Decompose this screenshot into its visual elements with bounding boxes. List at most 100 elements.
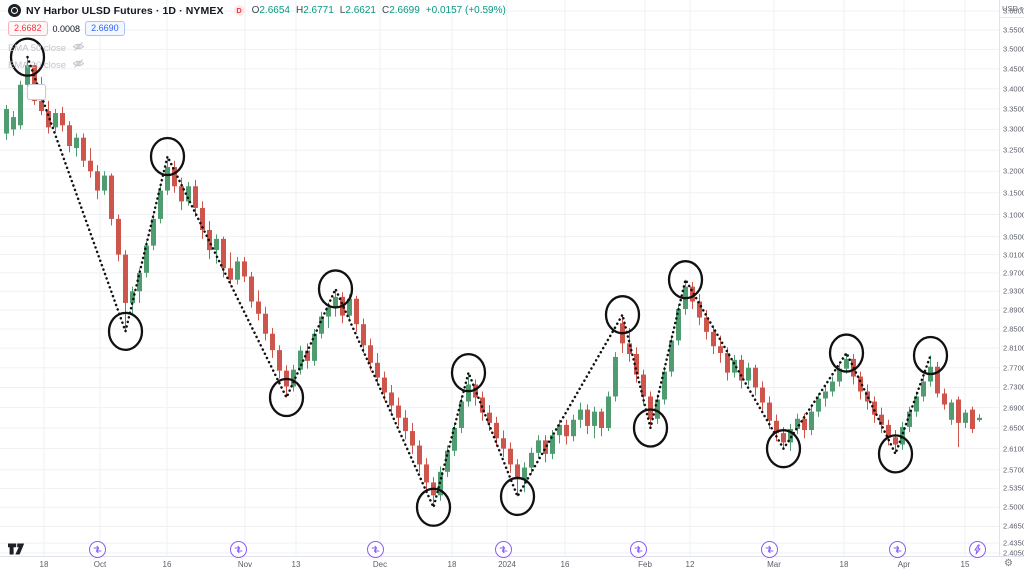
- time-axis-label: Nov: [237, 560, 253, 569]
- candle-body: [473, 384, 478, 398]
- price-axis-label: 3.4000: [1003, 84, 1024, 94]
- candle-body: [270, 333, 275, 351]
- pivot-circle-low[interactable]: [415, 487, 452, 527]
- candle-body: [158, 190, 163, 219]
- tradingview-logo[interactable]: [7, 541, 25, 561]
- contract-switch-marker-icon[interactable]: [366, 541, 384, 558]
- candle-body: [214, 238, 219, 251]
- candle-body: [564, 424, 569, 437]
- candle-body: [844, 358, 849, 369]
- candle-body: [718, 346, 723, 354]
- time-axis-label: Mar: [767, 560, 781, 569]
- drawing-anchor-box[interactable]: [27, 84, 46, 100]
- currency-selector[interactable]: USD ▾: [1000, 0, 1024, 18]
- eye-off-icon[interactable]: [72, 58, 85, 72]
- candle-body: [347, 298, 352, 316]
- time-axis-label: 18: [839, 560, 849, 569]
- contract-switch-marker-icon[interactable]: [888, 541, 906, 558]
- candle-body: [676, 309, 681, 341]
- candle-body: [585, 409, 590, 426]
- symbol-title[interactable]: NY Harbor ULSD Futures · 1D · NYMEX: [26, 4, 224, 17]
- price-chart-pane[interactable]: [0, 0, 999, 556]
- price-axis[interactable]: USD ▾ 3.6000 3.5500 3.5000 3.4500 3.4000 3.350…: [999, 0, 1024, 558]
- eye-off-icon[interactable]: [72, 41, 85, 55]
- spread-value: 0.0008: [52, 23, 81, 34]
- time-axis-label: Oct: [93, 560, 107, 569]
- candle-body: [74, 137, 79, 149]
- candle-body: [11, 117, 16, 130]
- pivot-circle-high[interactable]: [317, 269, 354, 309]
- time-axis[interactable]: 18 Oct 16 Nov 13 Dec 18 2024 16 Feb 12 Mar 18 Apr 15: [0, 541, 1024, 572]
- time-axis-label: 18: [39, 560, 49, 569]
- pivot-circle-low[interactable]: [765, 429, 802, 469]
- pivot-circle-high[interactable]: [450, 352, 487, 393]
- candle-body: [907, 411, 912, 427]
- candle-body: [18, 84, 23, 126]
- price-axis-label: 2.8500: [1003, 324, 1024, 334]
- candle-body: [186, 186, 191, 202]
- pivot-circle-high[interactable]: [9, 37, 46, 77]
- time-axis-label: 16: [560, 560, 570, 569]
- candle-body: [977, 417, 982, 421]
- price-axis-label: 2.5000: [1003, 502, 1024, 512]
- candle-body: [858, 376, 863, 392]
- pivot-circle-low[interactable]: [499, 476, 536, 517]
- candle-body: [515, 464, 520, 480]
- candle-body: [536, 440, 541, 453]
- indicator-row-ema20[interactable]: EMA 20 close: [8, 58, 506, 72]
- lightning-marker-icon[interactable]: [968, 541, 986, 558]
- candle-body: [921, 381, 926, 397]
- candle-body: [543, 440, 548, 454]
- price-axis-label: 3.2500: [1003, 145, 1024, 155]
- contract-switch-marker-icon[interactable]: [629, 541, 647, 558]
- candle-body: [249, 276, 254, 302]
- indicator-row-ema50[interactable]: EMA 50 close: [8, 41, 506, 55]
- candle-body: [116, 218, 121, 255]
- contract-switch-marker-icon[interactable]: [494, 541, 512, 558]
- sell-price-button[interactable]: 2.6682: [8, 21, 48, 36]
- candle-body: [732, 359, 737, 373]
- delayed-data-badge[interactable]: D: [233, 5, 245, 16]
- candle-body: [788, 429, 793, 443]
- candle-body: [480, 397, 485, 413]
- candle-body: [109, 175, 114, 219]
- pivot-circle-low[interactable]: [107, 311, 144, 351]
- candle-body: [221, 238, 226, 269]
- candle-body: [592, 411, 597, 426]
- contract-switch-marker-icon[interactable]: [88, 541, 106, 558]
- candle-body: [466, 384, 471, 402]
- price-axis-label: 3.3500: [1003, 104, 1024, 114]
- candle-body: [39, 100, 44, 111]
- pivot-circle-high[interactable]: [604, 295, 641, 335]
- time-axis-label: 15: [960, 560, 970, 569]
- candle-body: [669, 340, 674, 372]
- zigzag-dotted-line[interactable]: [26, 55, 932, 512]
- candle-body: [872, 401, 877, 415]
- time-axis-label: 2024: [498, 560, 516, 569]
- candle-body: [375, 362, 380, 378]
- pivot-circle-high[interactable]: [912, 335, 949, 376]
- pivot-circle-high[interactable]: [149, 136, 186, 177]
- candle-body: [4, 108, 9, 134]
- contract-switch-marker-icon[interactable]: [760, 541, 778, 558]
- price-axis-label: 2.7700: [1003, 363, 1024, 373]
- candle-body: [837, 368, 842, 382]
- candle-body: [627, 343, 632, 355]
- pivot-circle-high[interactable]: [828, 333, 865, 373]
- pivot-circle-low[interactable]: [268, 377, 305, 418]
- buy-price-button[interactable]: 2.6690: [85, 21, 125, 36]
- pivot-circle-high[interactable]: [667, 260, 704, 300]
- indicator-label: EMA 20 close: [8, 59, 67, 71]
- pivot-circle-low[interactable]: [632, 408, 669, 448]
- candle-body: [319, 316, 324, 334]
- candle-body: [305, 350, 310, 361]
- candle-body: [655, 399, 660, 419]
- candle-body: [634, 354, 639, 375]
- indicator-label: EMA 50 close: [8, 42, 67, 54]
- contract-switch-marker-icon[interactable]: [229, 541, 247, 558]
- axis-settings-gear-icon[interactable]: ⚙: [1004, 558, 1013, 569]
- candle-body: [165, 167, 170, 191]
- candle-body: [802, 418, 807, 431]
- pivot-circle-low[interactable]: [877, 434, 914, 474]
